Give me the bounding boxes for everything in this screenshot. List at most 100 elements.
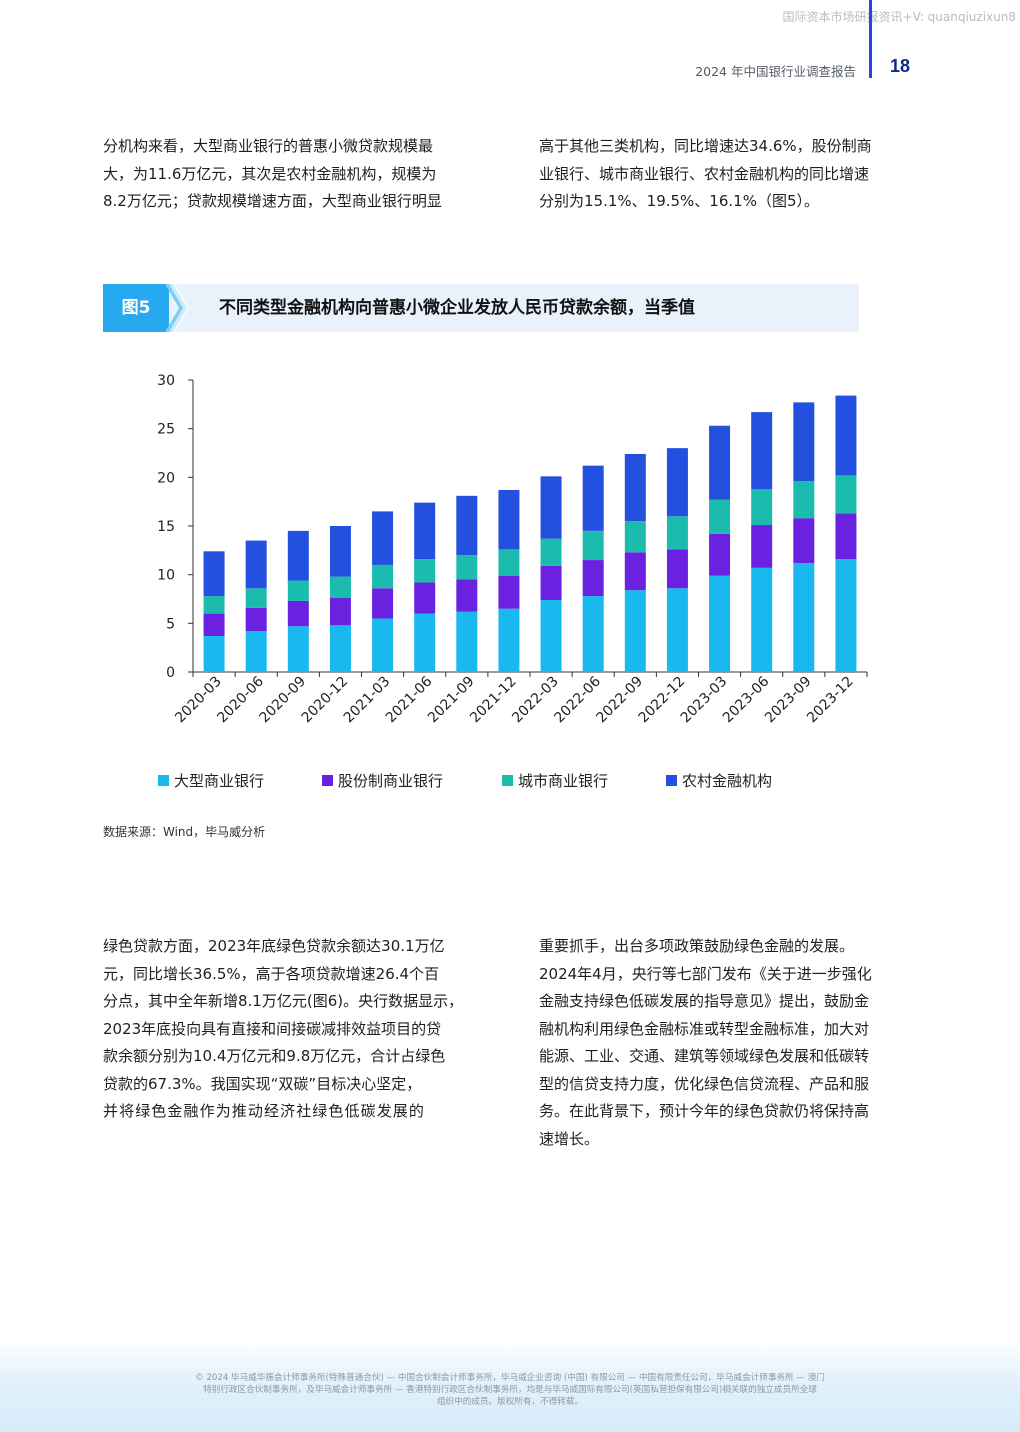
bar-segment <box>203 551 225 597</box>
bar-segment <box>329 598 351 626</box>
bar-segment <box>414 582 436 614</box>
text-line: 高于其他三类机构，同比增速达34.6%，股份制商 <box>539 137 872 155</box>
bar-segment <box>540 538 562 566</box>
bar-segment <box>245 607 267 632</box>
text-line: 贷款的67.3%。我国实现“双碳”目标决心坚定， <box>103 1074 422 1093</box>
y-tick-label: 10 <box>157 568 175 584</box>
bar-segment <box>329 625 351 672</box>
text-line: 大，为11.6万亿元，其次是农村金融机构，规模为 <box>103 164 437 183</box>
y-tick-label: 30 <box>157 373 175 389</box>
bar-segment <box>203 596 225 614</box>
bar-segment <box>793 562 815 672</box>
bar-segment <box>372 588 394 619</box>
bar-segment <box>793 518 815 563</box>
bar-segment <box>287 626 309 672</box>
text-line: 分别为15.1%、19.5%、16.1%（图5）。 <box>539 192 819 210</box>
header-divider <box>869 0 872 78</box>
bar-segment <box>582 465 604 531</box>
text-line: 重要抓手，出台多项政策鼓励绿色金融的发展。 <box>539 937 855 955</box>
legend-swatch <box>666 775 677 786</box>
figure-title: 不同类型金融机构向普惠小微企业发放人民币贷款余额，当季值 <box>219 298 695 318</box>
bar-segment <box>793 402 815 482</box>
bar-segment <box>835 475 857 514</box>
bar-segment <box>245 540 267 589</box>
legend-swatch <box>502 775 513 786</box>
bar-segment <box>751 412 773 490</box>
y-tick-label: 0 <box>166 665 175 681</box>
bar-segment <box>498 549 520 576</box>
text-line: 2024年4月，央行等七部门发布《关于进一步强化 <box>539 964 872 983</box>
bar-segment <box>835 559 857 672</box>
legend-label: 城市商业银行 <box>518 772 608 790</box>
bar-segment <box>287 530 309 581</box>
bar-segment <box>751 525 773 568</box>
bar-segment <box>498 575 520 609</box>
bar-segment <box>329 526 351 577</box>
bar-segment <box>582 530 604 561</box>
text-line: 融机构利用绿色金融标准或转型金融标准，加大对 <box>539 1019 870 1038</box>
legend-label: 大型商业银行 <box>174 772 264 790</box>
text-line: 金融支持绿色低碳发展的指导意见》提出，鼓励金 <box>539 992 870 1010</box>
y-tick-label: 25 <box>157 422 175 438</box>
text-line: 元，同比增长36.5%，高于各项贷款增速26.4个百 <box>103 964 440 983</box>
bar-segment <box>329 576 351 599</box>
bar-segment <box>624 521 646 553</box>
bar-segment <box>793 481 815 519</box>
bar-segment <box>372 564 394 589</box>
text-line: 绿色贷款方面，2023年底绿色贷款余额达30.1万亿 <box>103 937 445 955</box>
bar-segment <box>414 559 436 583</box>
bar-segment <box>751 567 773 672</box>
bar-segment <box>835 395 857 476</box>
green-left-column: 绿色贷款方面，2023年底绿色贷款余额达30.1万亿 元，同比增长36.5%，高… <box>103 933 463 1126</box>
bar-segment <box>709 575 731 672</box>
bar-segment <box>203 613 225 636</box>
bar-segment <box>498 489 520 550</box>
footer-band <box>0 1340 1020 1432</box>
watermark: 国际资本市场研报资讯+V: quanqiuzixun8 <box>782 10 1016 24</box>
bar-segment <box>709 425 731 500</box>
bar-segment <box>456 579 478 612</box>
text-line: 款余额分别为10.4万亿元和9.8万亿元，合计占绿色 <box>103 1047 446 1065</box>
intro-right-column: 高于其他三类机构，同比增速达34.6%，股份制商 业银行、城市商业银行、农村金融… <box>539 133 872 216</box>
footer-line: 组织中的成员。版权所有，不得转载。 <box>436 1397 584 1407</box>
text-line: 分点，其中全年新增8.1万亿元(图6)。央行数据显示， <box>103 992 464 1010</box>
intro-left-column: 分机构来看，大型商业银行的普惠小微贷款规模最 大，为11.6万亿元，其次是农村金… <box>103 133 442 216</box>
bar-segment <box>835 513 857 560</box>
chart-source: 数据来源：Wind，毕马威分析 <box>103 825 266 839</box>
text-line: 型的信贷支持力度，优化绿色信贷流程、产品和服 <box>539 1074 870 1093</box>
bar-segment <box>498 608 520 672</box>
figure-banner: 图5 不同类型金融机构向普惠小微企业发放人民币贷款余额，当季值 <box>103 284 859 332</box>
text-line: 务。在此背景下，预计今年的绿色贷款仍将保持高 <box>539 1102 870 1120</box>
bar-segment <box>287 600 309 627</box>
bar-segment <box>582 560 604 597</box>
text-line: 8.2万亿元；贷款规模增速方面，大型商业银行明显 <box>103 192 442 210</box>
report-title: 2024 年中国银行业调查报告 <box>695 64 856 79</box>
y-tick-label: 20 <box>157 470 175 486</box>
bar-segment <box>203 635 225 672</box>
legend-label: 农村金融机构 <box>682 772 772 790</box>
bar-segment <box>540 565 562 600</box>
bar-segment <box>709 499 731 534</box>
bar-segment <box>666 588 688 672</box>
text-line: 业银行、城市商业银行、农村金融机构的同比增速 <box>539 164 870 183</box>
text-line: 速增长。 <box>539 1129 600 1148</box>
y-tick-label: 15 <box>157 519 175 535</box>
bar-segment <box>456 495 478 556</box>
bar-segment <box>245 631 267 672</box>
bar-segment <box>624 552 646 591</box>
bar-segment <box>456 611 478 672</box>
bar-segment <box>540 599 562 672</box>
bar-segment <box>709 533 731 576</box>
bar-segment <box>582 596 604 672</box>
bar-segment <box>666 448 688 517</box>
page-number: 18 <box>890 56 911 76</box>
bar-segment <box>751 489 773 526</box>
text-line: 并将绿色金融作为推动经济社绿色低碳发展的 <box>103 1102 426 1120</box>
green-right-column: 重要抓手，出台多项政策鼓励绿色金融的发展。 2024年4月，央行等七部门发布《关… <box>539 933 872 1153</box>
bar-segment <box>245 588 267 608</box>
legend-label: 股份制商业银行 <box>338 772 443 790</box>
figure-tag: 图5 <box>103 284 169 332</box>
bar-segment <box>414 502 436 560</box>
text-line: 2023年底投向具有直接和间接碳减排效益项目的贷 <box>103 1019 442 1038</box>
text-line: 分机构来看，大型商业银行的普惠小微贷款规模最 <box>103 137 434 155</box>
